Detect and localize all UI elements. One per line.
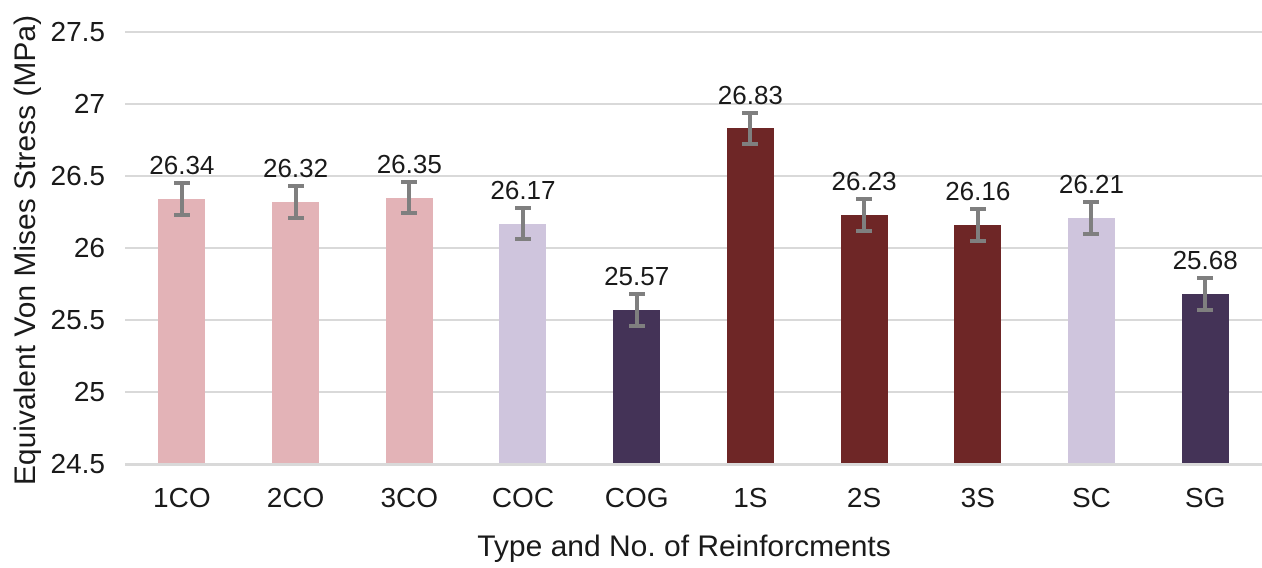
- bar: [954, 224, 1002, 463]
- bar: [840, 214, 888, 463]
- x-tick-label: COG: [604, 482, 669, 513]
- y-tick-label: 26: [73, 232, 105, 263]
- error-bar-cap: [1197, 276, 1214, 281]
- bar: [385, 197, 433, 463]
- bar: [1181, 294, 1229, 463]
- bar-value-label: 26.17: [490, 174, 556, 205]
- bar-value-label: 25.57: [604, 261, 670, 292]
- x-tick-label: SC: [1071, 482, 1111, 513]
- error-bar-cap: [514, 237, 531, 242]
- x-tick-label: 2CO: [266, 482, 325, 513]
- x-tick-label: SG: [1184, 482, 1226, 513]
- bar-value-label: 26.16: [945, 176, 1011, 207]
- bar: [613, 309, 661, 463]
- x-tick-label: 1S: [733, 482, 768, 513]
- error-bar-cap: [1197, 307, 1214, 312]
- error-bar: [293, 186, 298, 218]
- x-axis-line: [125, 463, 1262, 466]
- error-bar-cap: [514, 205, 531, 210]
- x-tick-label: 3CO: [380, 482, 439, 513]
- error-bar-cap: [969, 207, 986, 212]
- bar: [158, 199, 206, 463]
- gridline: [125, 103, 1262, 105]
- gridline: [125, 391, 1262, 393]
- y-tick-label: 25: [73, 376, 105, 407]
- error-bar-cap: [969, 238, 986, 243]
- bar-value-label: 25.68: [1172, 245, 1238, 276]
- error-bar: [407, 181, 412, 214]
- error-bar: [520, 207, 525, 240]
- x-tick-label: 3S: [960, 482, 995, 513]
- bar: [726, 128, 774, 463]
- y-tick-label: 27: [73, 88, 105, 119]
- error-bar-cap: [742, 110, 759, 115]
- x-tick-label: 1CO: [153, 482, 211, 513]
- gridline: [125, 175, 1262, 177]
- bar-value-label: 26.34: [149, 150, 215, 181]
- error-bar-cap: [401, 211, 418, 216]
- error-bar-cap: [173, 212, 190, 217]
- error-bar-cap: [287, 184, 304, 189]
- y-tick-label: 27.5: [50, 16, 106, 47]
- error-bar-cap: [628, 323, 645, 328]
- gridline: [125, 31, 1262, 33]
- x-tick-label: 2S: [846, 482, 882, 513]
- x-axis-title: Type and No. of Reinforcments: [477, 530, 891, 563]
- y-tick-label: 24.5: [50, 448, 106, 479]
- error-bar: [975, 209, 980, 241]
- error-bar: [1203, 278, 1208, 310]
- error-bar: [634, 294, 639, 326]
- y-tick-label: 26.5: [50, 160, 106, 191]
- bar-value-label: 26.83: [717, 79, 783, 110]
- error-bar-cap: [287, 215, 304, 220]
- error-bar-cap: [742, 142, 759, 147]
- y-tick-label: 25.5: [50, 304, 106, 335]
- gridline: [125, 247, 1262, 249]
- bar-value-label: 26.21: [1058, 168, 1124, 199]
- bar-value-label: 26.23: [831, 166, 897, 197]
- error-bar-cap: [173, 181, 190, 186]
- bar: [272, 201, 320, 463]
- error-bar: [748, 112, 753, 145]
- x-tick-label: COC: [491, 482, 555, 513]
- gridline: [125, 319, 1262, 321]
- bar-value-label: 26.32: [263, 153, 329, 184]
- error-bar-cap: [856, 197, 873, 202]
- bar: [499, 223, 547, 463]
- error-bar-cap: [1083, 231, 1100, 236]
- error-bar-cap: [856, 228, 873, 233]
- bar: [1067, 217, 1115, 463]
- error-bar: [1089, 201, 1094, 234]
- error-bar-cap: [628, 292, 645, 297]
- error-bar: [179, 183, 184, 215]
- bar-value-label: 26.35: [376, 148, 442, 179]
- error-bar-cap: [401, 179, 418, 184]
- error-bar: [862, 199, 867, 231]
- error-bar-cap: [1083, 199, 1100, 204]
